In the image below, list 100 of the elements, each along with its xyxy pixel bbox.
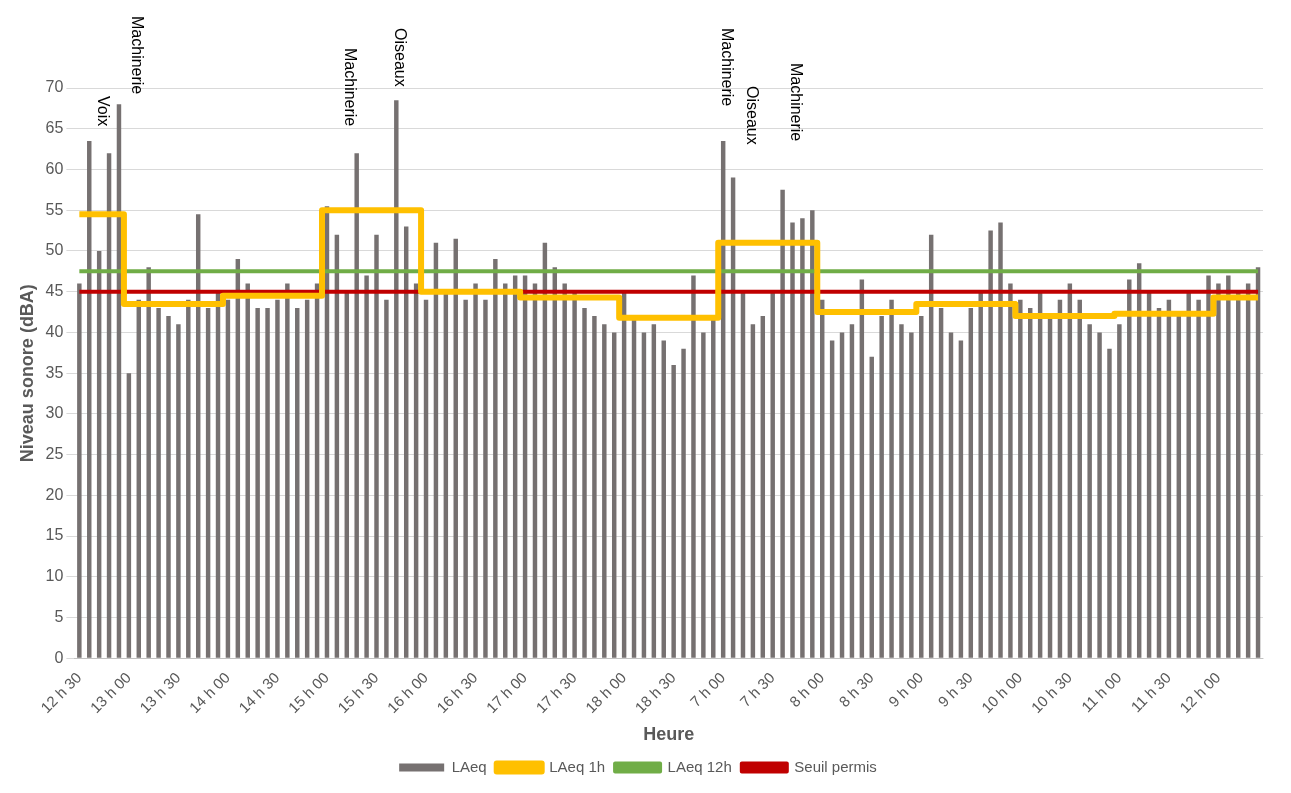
bar bbox=[285, 283, 290, 658]
bar bbox=[255, 307, 260, 658]
x-tick-label: 8 h 30 bbox=[835, 668, 877, 711]
x-tick-label: 12 h 30 bbox=[36, 668, 85, 717]
bar bbox=[1196, 299, 1201, 658]
bar bbox=[1107, 348, 1112, 658]
bar bbox=[592, 316, 597, 658]
x-tick-label: 9 h 30 bbox=[934, 668, 976, 711]
bar bbox=[611, 332, 617, 658]
bar bbox=[978, 291, 983, 658]
bar bbox=[156, 307, 161, 658]
x-tick-label: 15 h 30 bbox=[334, 668, 382, 717]
bar bbox=[1097, 332, 1102, 658]
bar bbox=[364, 275, 369, 658]
bar bbox=[394, 100, 399, 658]
bar bbox=[879, 316, 884, 658]
bar bbox=[1117, 324, 1122, 658]
x-tick-label: 14 h 00 bbox=[185, 668, 233, 717]
y-tick-label: 25 bbox=[45, 445, 64, 463]
y-tick-label: 15 bbox=[45, 526, 64, 544]
legend-label: LAeq 12h bbox=[667, 757, 732, 775]
x-tick-label: 13 h 00 bbox=[86, 668, 134, 717]
bar bbox=[354, 153, 359, 658]
x-tick-label: 17 h 00 bbox=[482, 668, 531, 717]
annotation: Voix bbox=[94, 96, 112, 127]
legend-label: LAeq 1h bbox=[549, 757, 606, 775]
bar bbox=[899, 324, 904, 658]
bar bbox=[1127, 279, 1132, 658]
bar bbox=[176, 324, 181, 658]
bar bbox=[374, 234, 379, 658]
bar bbox=[849, 324, 855, 658]
bar bbox=[869, 356, 874, 658]
bar bbox=[651, 324, 657, 658]
annotation: Machinerie bbox=[129, 16, 147, 95]
annotation: Machinerie bbox=[342, 48, 360, 127]
bar bbox=[265, 307, 270, 658]
x-tick-label: 18 h 30 bbox=[631, 668, 679, 717]
y-tick-label: 0 bbox=[54, 648, 64, 666]
bar bbox=[1186, 291, 1191, 658]
bar bbox=[760, 316, 766, 658]
y-tick-label: 10 bbox=[45, 567, 64, 585]
x-tick-label: 18 h 00 bbox=[581, 668, 630, 717]
bar bbox=[889, 299, 894, 658]
x-tick-label: 10 h 00 bbox=[977, 668, 1026, 717]
bar bbox=[641, 332, 647, 658]
x-tick-label: 15 h 00 bbox=[284, 668, 333, 717]
x-tick-label: 8 h 00 bbox=[785, 668, 828, 711]
bar bbox=[790, 222, 795, 658]
x-tick-label: 14 h 30 bbox=[235, 668, 283, 717]
x-tick-label: 7 h 00 bbox=[686, 668, 729, 711]
x-tick-label: 16 h 30 bbox=[433, 668, 481, 717]
bar bbox=[968, 307, 974, 658]
y-tick-label: 65 bbox=[45, 119, 64, 137]
bar bbox=[562, 283, 567, 658]
annotation: Oiseaux bbox=[743, 86, 761, 145]
bar bbox=[938, 307, 944, 658]
bar bbox=[810, 210, 815, 658]
y-tick-label: 45 bbox=[45, 282, 64, 300]
x-axis-title: Heure bbox=[643, 724, 695, 745]
y-tick-label: 50 bbox=[45, 241, 64, 259]
bar bbox=[671, 365, 676, 658]
bar bbox=[800, 218, 805, 658]
bar bbox=[483, 299, 488, 658]
bar bbox=[473, 283, 478, 658]
x-tick-label: 11 h 00 bbox=[1077, 668, 1125, 716]
bar bbox=[770, 291, 775, 658]
y-tick-label: 35 bbox=[45, 363, 64, 381]
bar bbox=[126, 373, 132, 658]
bar bbox=[77, 283, 82, 658]
y-tick-label: 40 bbox=[45, 322, 64, 340]
bar bbox=[909, 332, 914, 658]
bar bbox=[1206, 275, 1211, 658]
bar bbox=[839, 332, 845, 658]
bar bbox=[691, 275, 696, 658]
x-tick-label: 13 h 30 bbox=[136, 668, 184, 717]
y-tick-label: 30 bbox=[45, 404, 64, 422]
bar bbox=[493, 259, 498, 658]
bar bbox=[225, 299, 231, 658]
bar bbox=[304, 299, 310, 658]
bar bbox=[1087, 324, 1092, 658]
bar bbox=[275, 299, 280, 658]
bar bbox=[780, 189, 785, 658]
annotation: Machinerie bbox=[788, 63, 806, 142]
legend-label: Seuil permis bbox=[794, 757, 877, 775]
x-tick-label: 7 h 30 bbox=[736, 668, 778, 711]
bar bbox=[1226, 275, 1231, 658]
bar bbox=[958, 340, 964, 658]
y-tick-label: 55 bbox=[45, 200, 64, 218]
bar bbox=[681, 348, 686, 658]
legend-label: LAeq bbox=[451, 757, 487, 775]
bar bbox=[384, 299, 389, 658]
bar bbox=[661, 340, 666, 658]
x-tick-label: 9 h 00 bbox=[884, 668, 927, 711]
bar bbox=[919, 316, 924, 658]
bar bbox=[1018, 299, 1023, 658]
bar bbox=[205, 307, 211, 658]
bar bbox=[1176, 316, 1182, 658]
x-tick-label: 11 h 30 bbox=[1127, 668, 1174, 716]
x-tick-label: 16 h 00 bbox=[383, 668, 432, 717]
text: Oiseaux bbox=[391, 28, 409, 87]
